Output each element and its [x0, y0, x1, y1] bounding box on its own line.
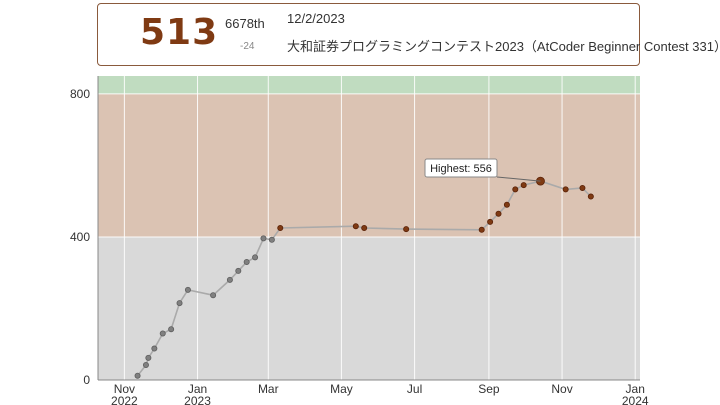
x-tick-label-5: Sep — [478, 382, 500, 396]
rating-point — [361, 224, 368, 231]
rating-band-0 — [98, 236, 640, 380]
rating-point — [587, 193, 594, 200]
rating-point — [210, 292, 217, 299]
rating-point — [260, 235, 267, 242]
rating-point — [352, 223, 359, 230]
y-tick-label-1: 400 — [70, 230, 90, 244]
rating-point — [520, 182, 527, 189]
rating-diff: -24 — [240, 41, 255, 52]
rating-point — [176, 300, 183, 307]
rating-point — [243, 258, 250, 265]
rating-point — [145, 354, 152, 361]
rating-band-2 — [98, 76, 640, 94]
x-tick-label-3: May — [330, 382, 353, 396]
y-tick-label-0: 0 — [83, 373, 90, 387]
y-tick-label-2: 800 — [70, 87, 90, 101]
x-tick-label-2: Mar — [258, 382, 279, 396]
rating-point — [151, 345, 158, 352]
rating-point — [487, 218, 494, 225]
contest-date: 12/2/2023 — [287, 11, 345, 26]
rating-point — [495, 210, 502, 217]
rating-point — [562, 186, 569, 193]
highest-callout-line — [496, 176, 541, 182]
rating-value: 513 — [140, 12, 219, 53]
rating-point — [403, 226, 410, 233]
x-tick-year-0: 2022 — [111, 394, 138, 405]
highest-label-box — [424, 158, 498, 178]
rank-value: 6678th — [225, 16, 265, 31]
contest-name[interactable]: 大和証券プログラミングコンテスト2023（AtCoder Beginner Co… — [287, 39, 720, 54]
rating-point — [168, 326, 175, 333]
x-tick-label-7: Jan — [626, 382, 645, 396]
rating-point — [235, 267, 242, 274]
rating-point — [142, 361, 149, 368]
rating-point — [503, 201, 510, 208]
rating-point — [134, 372, 141, 379]
rating-point — [277, 224, 284, 231]
x-tick-label-1: Jan — [188, 382, 207, 396]
rating-point — [226, 276, 233, 283]
rating-point — [579, 184, 586, 191]
x-tick-label-0: Nov — [114, 382, 135, 396]
x-tick-label-6: Nov — [551, 382, 572, 396]
x-tick-label-4: Jul — [407, 382, 422, 396]
highest-label: Highest: 556 — [430, 163, 492, 175]
contest-status-panel: 513 6678th -24 12/2/2023 大和証券プログラミングコンテス… — [97, 3, 720, 66]
rating-band-1 — [98, 93, 640, 237]
x-tick-year-1: 2023 — [184, 394, 211, 405]
rating-point — [252, 254, 259, 261]
rating-point — [159, 330, 166, 337]
rating-point — [268, 236, 275, 243]
rating-point — [512, 186, 519, 193]
rating-point — [184, 286, 191, 293]
rating-point — [478, 226, 485, 233]
x-tick-year-7: 2024 — [622, 394, 649, 405]
